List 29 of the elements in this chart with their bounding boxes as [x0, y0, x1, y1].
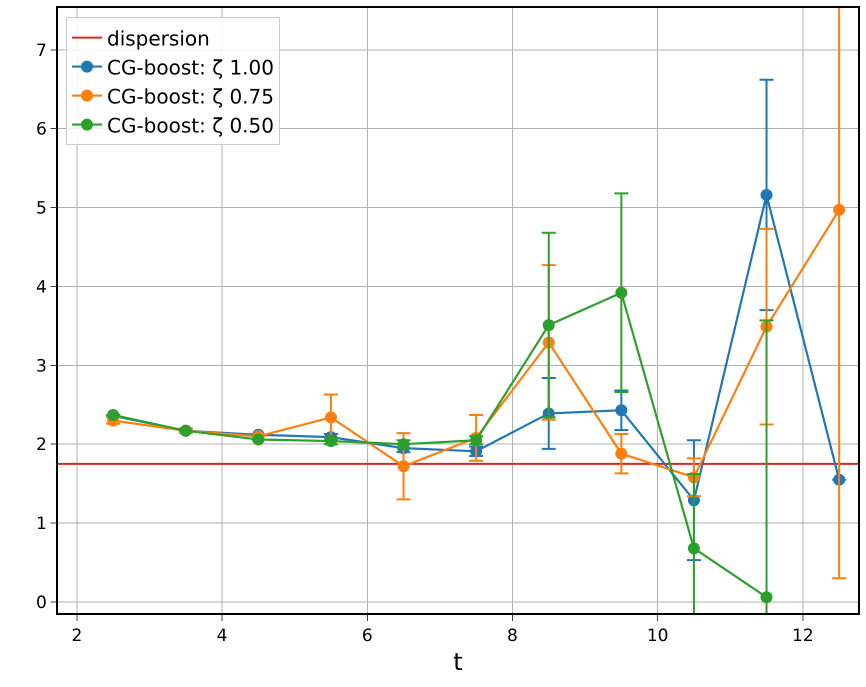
x-tick-label: 2 [71, 626, 82, 646]
point [615, 448, 628, 460]
point [615, 286, 628, 299]
y-tick-label: 1 [36, 514, 47, 534]
legend-label: CG-boost: ζ 0.50 [107, 113, 274, 138]
point [760, 188, 773, 201]
x-tick-label: 12 [792, 626, 814, 646]
y-tick-label: 7 [36, 40, 47, 61]
point [252, 433, 264, 446]
point [324, 411, 337, 424]
y-tick-label: 6 [36, 120, 47, 140]
legend-label: CG-boost: ζ 1.00 [107, 55, 274, 80]
point [833, 204, 846, 216]
x-axis-title: t [453, 648, 463, 676]
point [760, 591, 773, 604]
point [398, 460, 410, 472]
x-tick-label: 6 [362, 626, 373, 646]
y-tick-label: 3 [36, 356, 47, 376]
legend-label: dispersion [107, 26, 210, 50]
point [688, 542, 700, 554]
legend-label: CG-boost: ζ 0.75 [107, 84, 274, 108]
x-tick-label: 10 [646, 626, 668, 646]
y-tick-label: 0 [36, 592, 47, 613]
y-tick-label: 4 [36, 277, 47, 298]
x-tick-label: 4 [216, 626, 228, 646]
y-tick-label: 5 [36, 198, 47, 219]
point [615, 404, 628, 416]
x-tick-label: 8 [507, 626, 518, 646]
y-tick-label: 2 [36, 435, 47, 456]
